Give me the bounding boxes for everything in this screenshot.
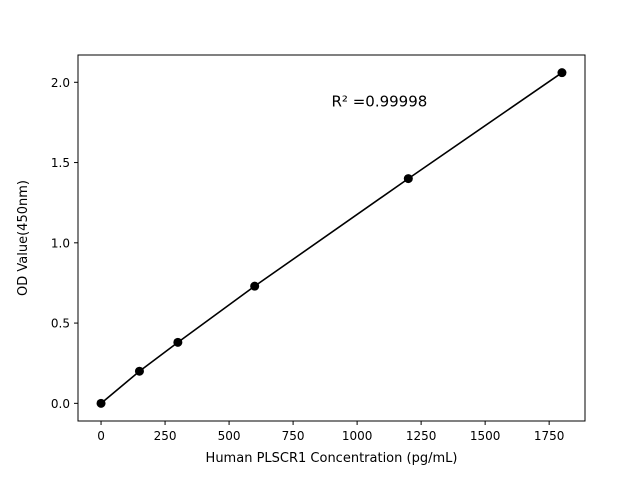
x-tick-label: 250 xyxy=(154,429,177,443)
r-squared-annotation: R² =0.99998 xyxy=(332,92,428,110)
x-tick-label: 1000 xyxy=(342,429,373,443)
y-axis-label: OD Value(450nm) xyxy=(16,180,31,296)
y-tick-label: 1.0 xyxy=(51,236,70,250)
data-point xyxy=(250,281,260,291)
x-tick-label: 1250 xyxy=(406,429,437,443)
data-point xyxy=(134,366,144,376)
x-tick-label: 500 xyxy=(218,429,241,443)
y-tick-label: 1.5 xyxy=(51,156,70,170)
trend-line xyxy=(100,71,563,404)
data-point xyxy=(557,68,567,78)
x-axis-label: Human PLSCR1 Concentration (pg/mL) xyxy=(206,451,458,466)
x-tick-label: 1750 xyxy=(534,429,565,443)
y-tick-label: 2.0 xyxy=(51,76,70,90)
x-tick-label: 1500 xyxy=(470,429,501,443)
y-tick-label: 0.0 xyxy=(51,397,70,411)
x-tick-label: 0 xyxy=(97,429,105,443)
data-point xyxy=(96,398,106,408)
y-tick-label: 0.5 xyxy=(51,317,70,331)
data-point xyxy=(173,337,183,347)
plot-area: 0 250 500 750 1000 1250 1500 1750 0.0 0.5 1.0 1.5 2.… xyxy=(51,54,586,443)
x-tick-label: 750 xyxy=(282,429,305,443)
plot-border xyxy=(77,54,586,422)
data-point xyxy=(403,174,413,184)
